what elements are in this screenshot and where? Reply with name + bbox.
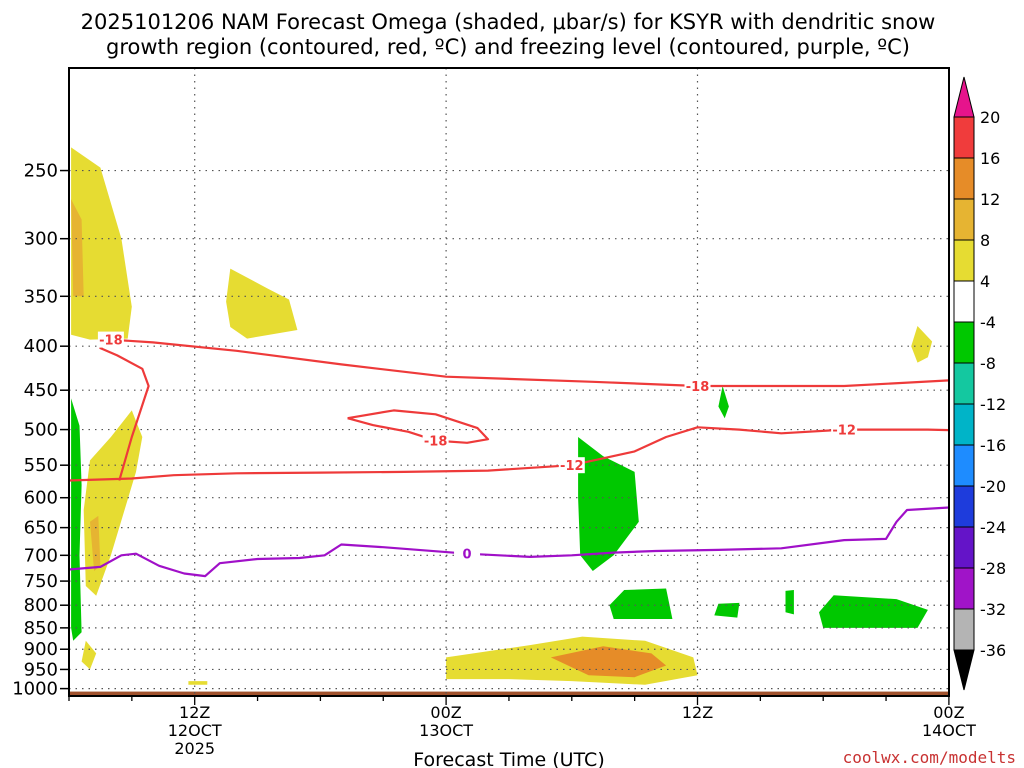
colorbar-tick-label: 8 [980, 231, 990, 250]
colorbar-bin [953, 198, 975, 241]
colorbar-tick-label: -12 [980, 395, 1006, 414]
colorbar-tick-label: -20 [980, 477, 1006, 496]
omega-region-green [71, 398, 82, 641]
y-tick-label: 700 [24, 545, 58, 566]
y-tick-label: 250 [24, 161, 58, 182]
omega-region-yellow [911, 326, 933, 363]
colorbar-bin [953, 157, 975, 200]
contour-label-bg [831, 421, 858, 438]
x-tick-label: 2025 [174, 739, 215, 758]
contour-label-bg [684, 378, 711, 395]
x-tick-label: 12OCT [168, 721, 222, 740]
colorbar-tick-label: 20 [980, 108, 1000, 127]
colorbar-tick-label: -4 [980, 313, 996, 332]
colorbar-top-arrow [953, 76, 975, 118]
y-tick-label: 500 [24, 420, 58, 441]
colorbar-bin [953, 444, 975, 487]
y-tick-label: 800 [24, 595, 58, 616]
dendritic-contour-line [99, 338, 949, 481]
contour-label-bg [454, 545, 481, 562]
x-tick-label: 12Z [179, 703, 210, 722]
colorbar-tick-label: -32 [980, 600, 1006, 619]
colorbar-bin [953, 239, 975, 282]
x-tick-label: 00Z [933, 703, 964, 722]
y-tick-label: 950 [24, 659, 58, 680]
colorbar-bin [953, 608, 975, 651]
contour-label-bg [97, 331, 124, 348]
chart-title-line-1: 2025101206 NAM Forecast Omega (shaded, μ… [81, 10, 936, 34]
chart-title-line-2: growth region (contoured, red, ºC) and f… [106, 35, 910, 59]
omega-region-yellow [188, 681, 208, 685]
omega-region-orange_light [90, 515, 101, 571]
omega-region-green [819, 595, 928, 628]
dendritic-contour-line [69, 426, 949, 482]
contour-label: -18 [686, 380, 710, 395]
contour-label-bg [422, 432, 449, 449]
x-tick-label: 13OCT [419, 721, 473, 740]
colorbar-bin [953, 485, 975, 528]
omega-region-yellow [71, 147, 132, 340]
y-tick-label: 900 [24, 639, 58, 660]
x-tick-label: 14OCT [922, 721, 976, 740]
plot-clipped-group: -18-18-18-18-12-12-12000 [69, 68, 949, 696]
colorbar-tick-label: 16 [980, 149, 1000, 168]
omega-region-orange [550, 646, 667, 678]
colorbar-bin [953, 280, 975, 323]
contour-label: -18 [424, 435, 448, 450]
credit-text: coolwx.com/modelts [843, 748, 1016, 767]
y-tick-label: 650 [24, 518, 58, 539]
omega-region-yellow [226, 268, 298, 339]
omega-region-green [609, 588, 673, 619]
colorbar-tick-label: -36 [980, 641, 1006, 660]
x-tick-label: 12Z [682, 703, 713, 722]
y-tick-label: 350 [24, 286, 58, 307]
colorbar-bottom-arrow [953, 649, 975, 691]
contour-label: -18 [99, 334, 123, 349]
y-tick-label: 600 [24, 488, 58, 509]
omega-region-orange_light [71, 199, 84, 297]
colorbar-tick-label: -24 [980, 518, 1006, 537]
contour-label: -12 [560, 459, 584, 474]
omega-region-yellow [81, 640, 97, 670]
colorbar-bin [953, 362, 975, 405]
contour-label: 0 [463, 548, 472, 563]
dendritic-contour-line [347, 409, 490, 444]
y-tick-label: 300 [24, 229, 58, 250]
colorbar-bin [953, 526, 975, 569]
colorbar-bin [953, 567, 975, 610]
x-axis-label: Forecast Time (UTC) [413, 749, 604, 768]
omega-region-green [578, 437, 639, 571]
ground-layer [69, 691, 949, 695]
y-tick-label: 850 [24, 618, 58, 639]
freezing-level-contour-line [69, 506, 949, 578]
colorbar: 20 16 12 8 4 -4 -8 -12 -16 -20 -24 -28 -32 -36 [953, 76, 1006, 691]
colorbar-tick-label: -8 [980, 354, 996, 373]
y-tick-label: 1000 [12, 679, 58, 700]
colorbar-bin [953, 321, 975, 364]
colorbar-tick-label: -28 [980, 559, 1006, 578]
colorbar-tick-label: 12 [980, 190, 1000, 209]
x-tick-label: 00Z [430, 703, 461, 722]
y-tick-label: 750 [24, 571, 58, 592]
contour-label-bg [558, 457, 585, 474]
colorbar-tick-label: -16 [980, 436, 1006, 455]
contour-label: -12 [832, 424, 856, 439]
colorbar-tick-label: 4 [980, 272, 990, 291]
y-tick-label: 400 [24, 336, 58, 357]
omega-region-green [718, 386, 729, 419]
y-tick-label: 450 [24, 380, 58, 401]
plot-area: -18-18-18-18-12-12-120002503003504004505… [12, 67, 976, 758]
colorbar-bin [953, 116, 975, 159]
colorbar-bin [953, 403, 975, 446]
omega-region-green [785, 590, 794, 615]
omega-region-green [714, 602, 740, 618]
y-tick-label: 550 [24, 455, 58, 476]
plot-frame [68, 67, 950, 697]
